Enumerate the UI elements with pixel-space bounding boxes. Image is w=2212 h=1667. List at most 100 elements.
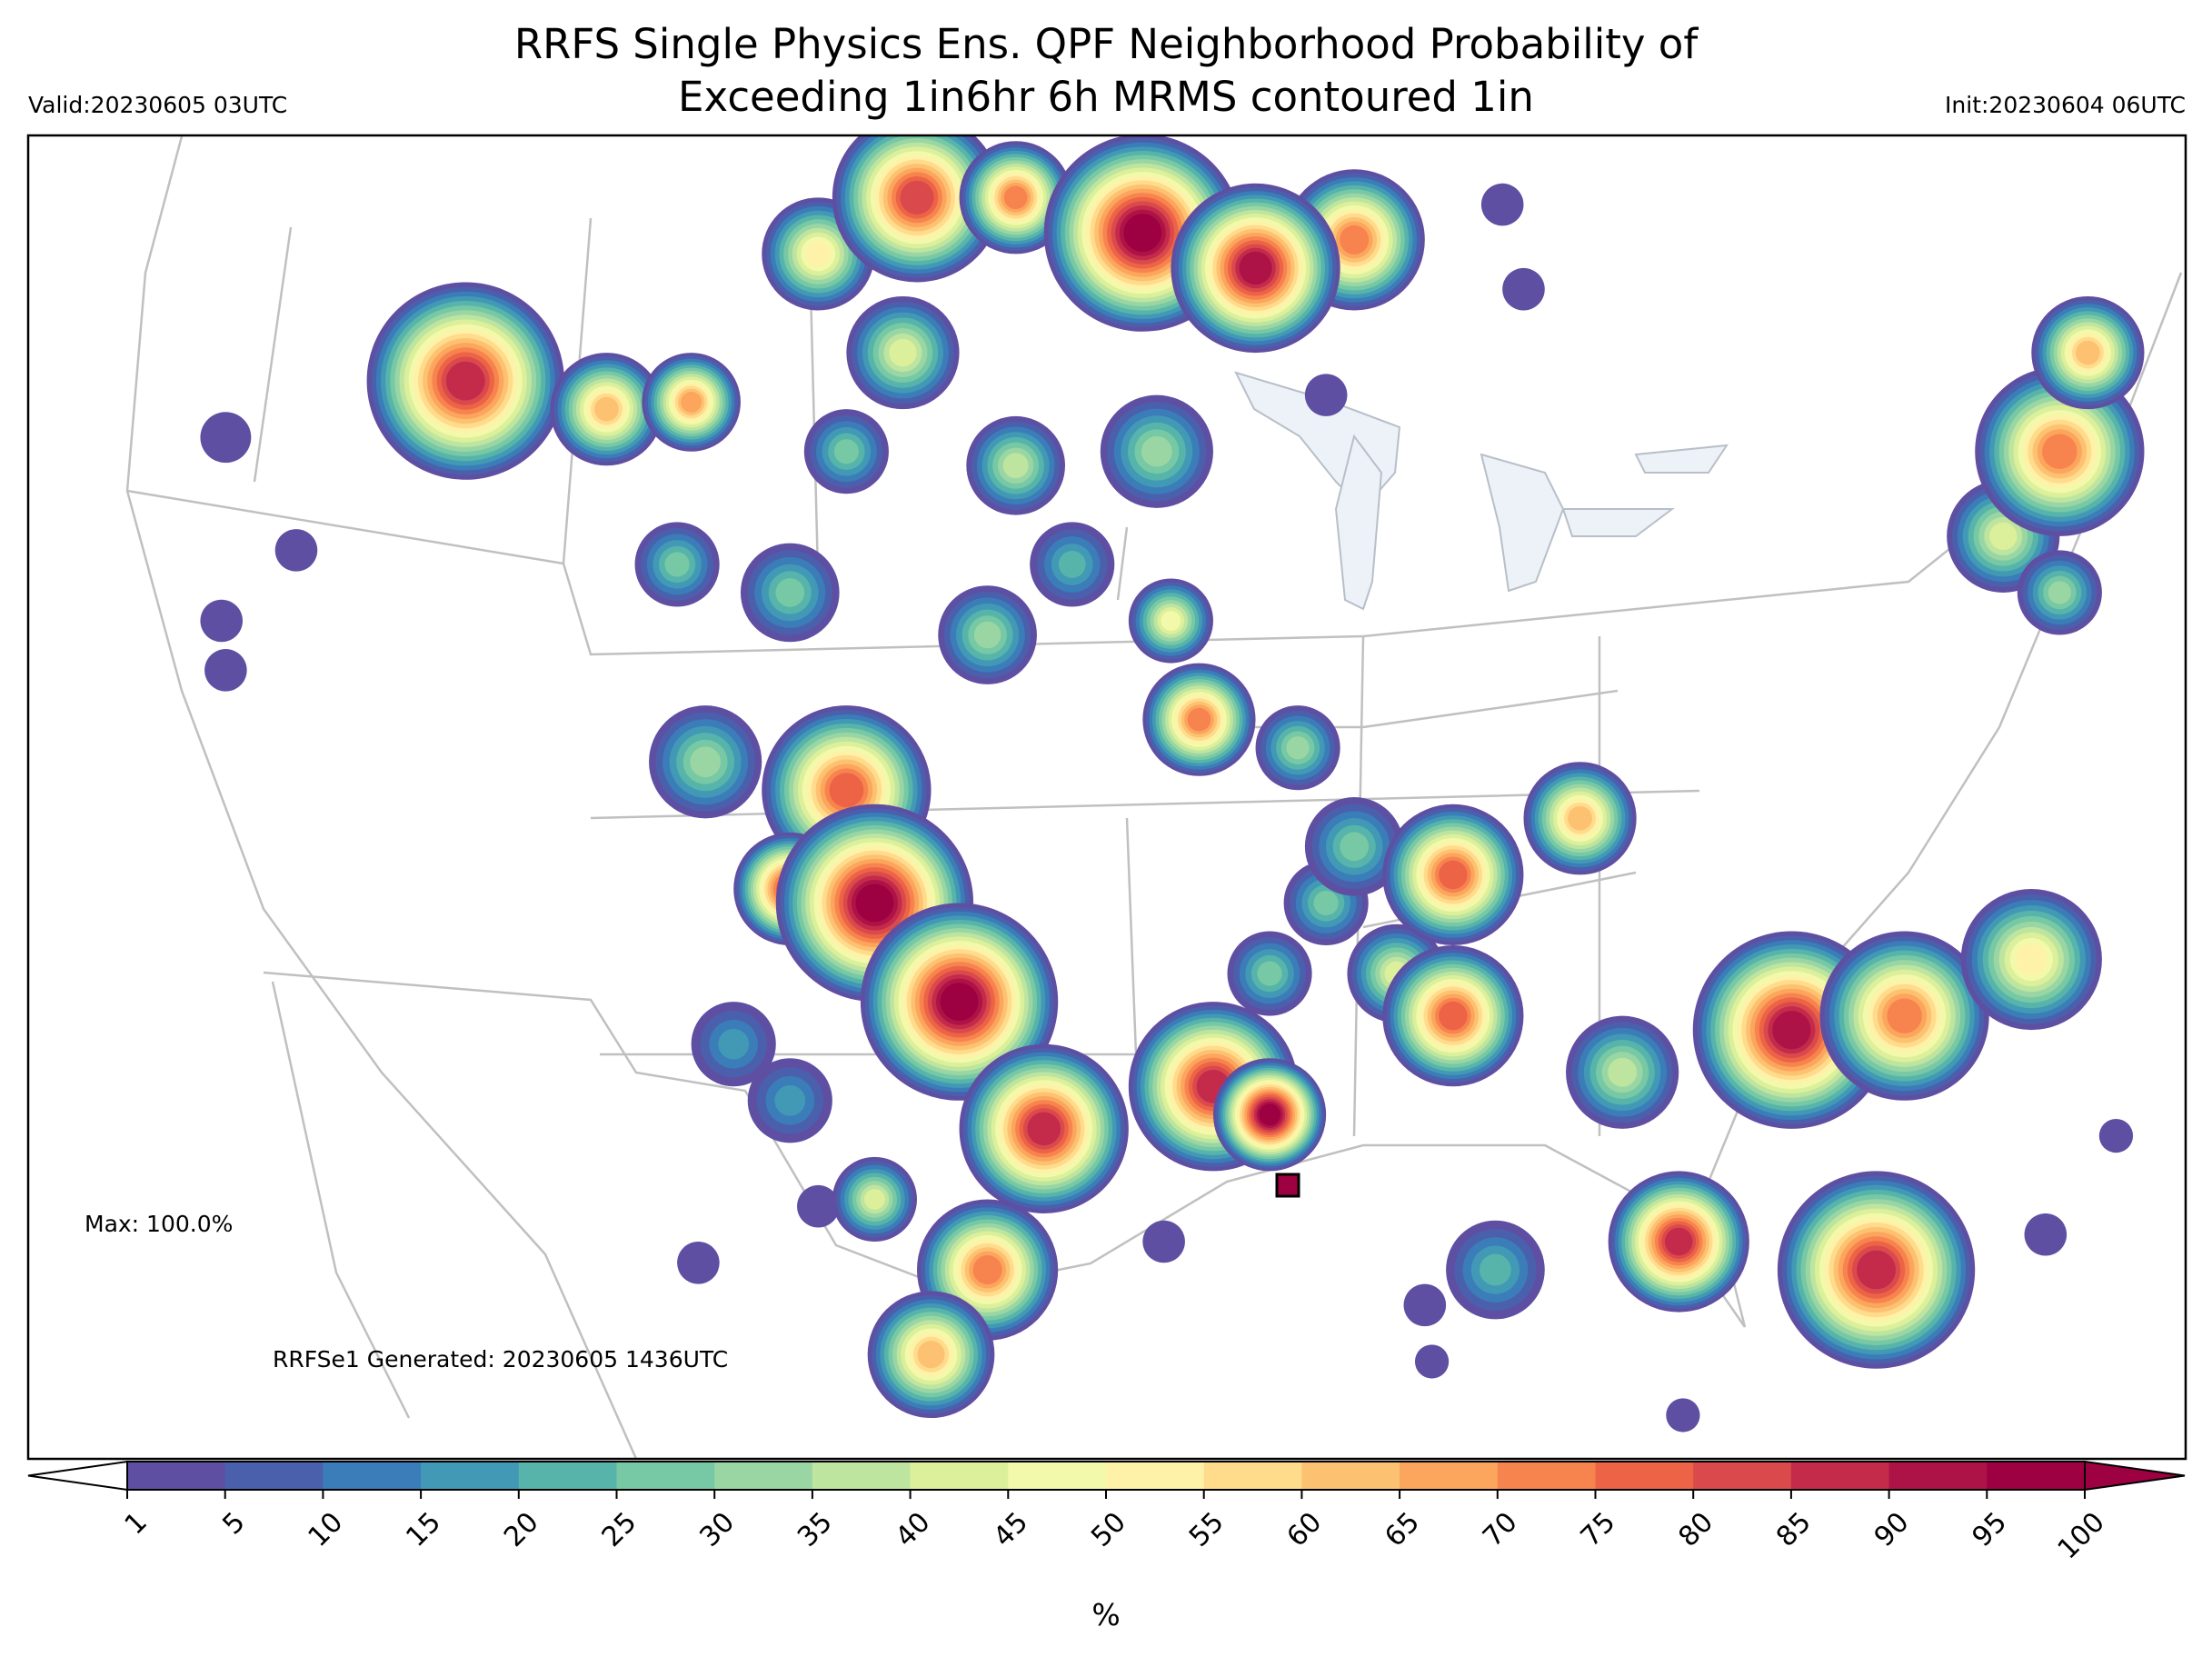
probability-contour (900, 180, 934, 215)
probability-contour (1259, 1103, 1281, 1126)
map-frame (26, 134, 2187, 1461)
probability-contour (1439, 860, 1468, 890)
probability-contour (1286, 736, 1310, 760)
title: Exceeding 1in6hr 6h MRMS contoured 1in (678, 73, 1534, 121)
colorbar-tick-label: 35 (792, 1506, 839, 1553)
probability-contour (1123, 214, 1162, 253)
init-time: Init:20230604 06UTC (1945, 92, 2186, 118)
colorbar-segment (1301, 1462, 1400, 1490)
probability-contour (2098, 1118, 2134, 1153)
probability-contour (889, 338, 917, 367)
probability-contour (940, 983, 979, 1022)
generated-label: RRFSe1 Generated: 20230605 1436UTC (273, 1346, 728, 1373)
probability-contour (1257, 961, 1282, 986)
probability-contour (1187, 707, 1211, 732)
probability-field (200, 135, 2145, 1432)
probability-contour (972, 1255, 1002, 1285)
colorbar-tick-label: 30 (693, 1506, 741, 1553)
probability-contour (864, 1189, 885, 1210)
probability-contour (200, 412, 252, 464)
probability-contour (1141, 435, 1172, 467)
probability-contour (774, 1084, 806, 1116)
probability-contour (1664, 1227, 1693, 1256)
probability-contour (833, 439, 859, 464)
probability-contour (1772, 1011, 1811, 1050)
colorbar-segment (1790, 1462, 1890, 1490)
colorbar-tick-label: 40 (890, 1506, 937, 1553)
colorbar-segment (518, 1462, 617, 1490)
probability-contour (1003, 185, 1028, 210)
probability-contour (1568, 805, 1592, 831)
colorbar-tick-label: 55 (1183, 1506, 1231, 1553)
probability-contour (1027, 1112, 1061, 1146)
colorbar-segment (1595, 1462, 1694, 1490)
probability-contour (1502, 267, 1545, 311)
probability-contour (594, 396, 619, 422)
probability-contour (1313, 890, 1339, 916)
probability-contour (855, 883, 894, 923)
colorbar-tick-label: 100 (2052, 1506, 2111, 1565)
probability-contour (1666, 1398, 1700, 1432)
map (28, 135, 2186, 1459)
probability-contour (1239, 251, 1272, 285)
colorbar-segment (1008, 1462, 1107, 1490)
colorbar-segment (616, 1462, 715, 1490)
probability-contour (681, 391, 702, 413)
probability-contour (805, 241, 832, 267)
great-lakes (1234, 371, 1729, 611)
probability-contour (797, 1184, 840, 1228)
colorbar-tick-label: 80 (1672, 1506, 1719, 1553)
colorbar-segment (323, 1462, 422, 1490)
probability-contour (1414, 1344, 1450, 1379)
probability-contour (1058, 551, 1086, 578)
probability-contour (1340, 225, 1370, 255)
colorbar-tick-label: 90 (1868, 1506, 1916, 1553)
colorbar-tick-label: 45 (987, 1506, 1034, 1553)
probability-contour (2076, 340, 2100, 365)
valid-time: Valid:20230605 03UTC (28, 92, 287, 118)
colorbar-tick-label: 10 (303, 1506, 350, 1553)
probability-contour (445, 361, 485, 401)
title: RRFS Single Physics Ens. QPF Neighborhoo… (514, 20, 1699, 68)
probability-contour (973, 621, 1001, 649)
colorbar-tick-label: 85 (1770, 1506, 1818, 1553)
probability-contour (2048, 581, 2071, 604)
colorbar-segment (812, 1462, 912, 1490)
colorbar-tick-label: 5 (216, 1506, 251, 1541)
colorbar-tick-label: 75 (1575, 1506, 1622, 1553)
probability-contour (917, 1341, 945, 1369)
probability-contour (1002, 453, 1029, 479)
colorbar-tick-label: 20 (498, 1506, 545, 1553)
probability-contour (1340, 832, 1370, 862)
probability-contour (1857, 1250, 1896, 1290)
probability-contour (274, 529, 318, 572)
colorbar-segment (714, 1462, 813, 1490)
colorbar-segment (224, 1462, 324, 1490)
probability-contour (829, 773, 864, 808)
colorbar-tick-label: 1 (119, 1506, 154, 1541)
colorbar-segment (1497, 1462, 1596, 1490)
colorbar-label: % (1091, 1597, 1120, 1632)
probability-contour (1304, 374, 1348, 416)
probability-contour (2015, 943, 2048, 976)
colorbar-segment (127, 1462, 226, 1490)
colorbar-segment (1888, 1462, 1988, 1490)
max-marker (1275, 1173, 1300, 1198)
probability-contour (2024, 1213, 2068, 1256)
probability-contour (1480, 183, 1524, 226)
colorbar-segment (1203, 1462, 1302, 1490)
colorbar-tick-label: 25 (596, 1506, 643, 1553)
probability-contour (677, 1242, 720, 1284)
colorbar-segment (1693, 1462, 1792, 1490)
colorbar-under-arrow (27, 1460, 128, 1492)
probability-contour (690, 746, 722, 778)
colorbar-over-arrow (2084, 1460, 2186, 1492)
probability-contour (2042, 434, 2077, 469)
colorbar-segment (1400, 1462, 1499, 1490)
probability-contour (200, 599, 243, 643)
probability-contour (664, 552, 690, 577)
colorbar-tick-label: 70 (1477, 1506, 1524, 1553)
colorbar-segment (910, 1462, 1009, 1490)
probability-contour (1989, 522, 2018, 551)
probability-contour (1480, 1253, 1511, 1286)
